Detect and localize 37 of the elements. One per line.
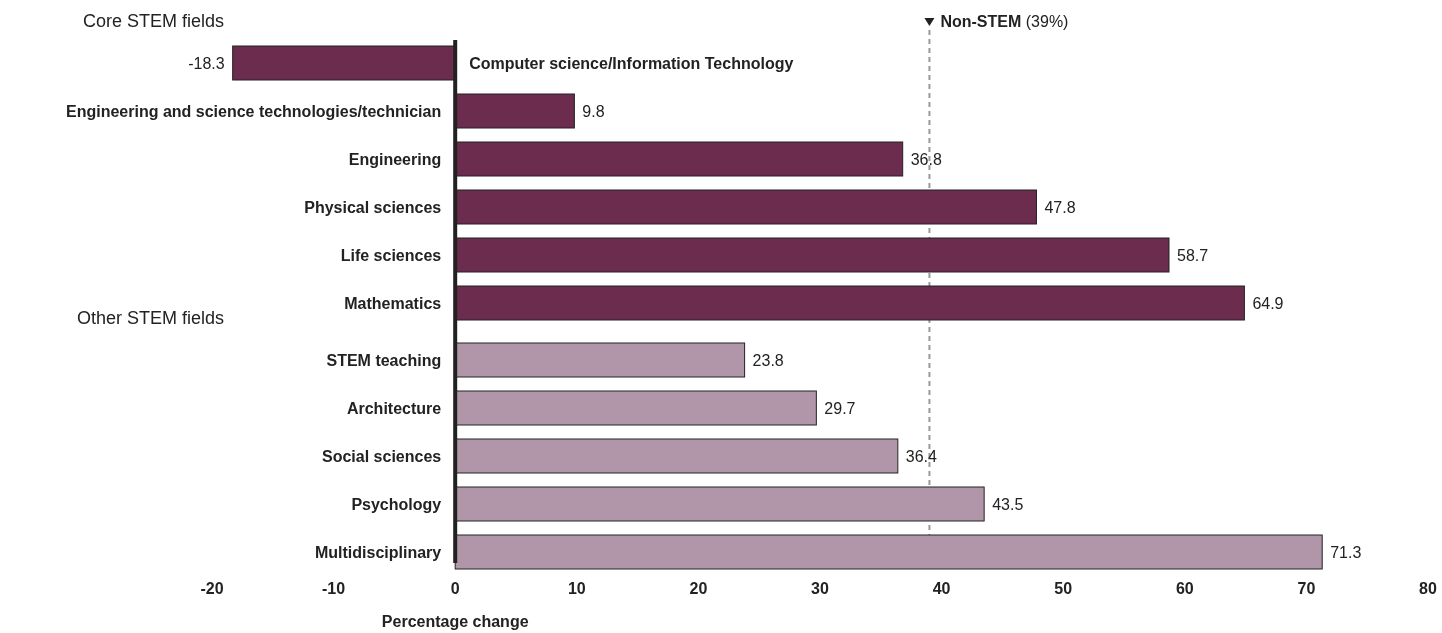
y-tick-label: Social sciences [322,448,442,465]
y-tick-label: Engineering [348,151,442,168]
x-tick-label: -20 [200,580,224,597]
x-tick-label: 30 [811,580,829,597]
y-tick-label: Engineering and science technologies/technician [66,103,442,120]
y-tick-label: Psychology [351,496,442,513]
data-label: 29.7 [824,400,856,417]
x-tick-label: 70 [1297,580,1316,597]
ref-line-label: Non-STEM (39%) [940,13,1069,30]
x-tick-label: -10 [322,580,346,597]
y-tick-label: Architecture [346,400,442,417]
y-tick-label: Computer science/Information Technology [469,55,794,72]
x-tick-label: 20 [689,580,708,597]
y-tick-label: Physical sciences [304,199,442,216]
data-label: 64.9 [1252,295,1284,312]
data-label: 58.7 [1176,247,1209,264]
data-label: -18.3 [188,55,225,72]
data-label: 36.8 [910,151,942,168]
x-tick-label: 40 [932,580,951,597]
data-label: 23.8 [752,352,784,369]
annotation: Other STEM fields [76,308,224,328]
x-tick-label: 0 [450,580,460,597]
x-tick-label: 10 [567,580,586,597]
data-label: 43.5 [992,496,1024,513]
data-label: 9.8 [582,103,605,120]
y-tick-label: Multidisciplinary [314,544,442,561]
text: Core STEM fields [82,11,224,31]
x-axis-title: Percentage change [381,613,529,630]
x-tick-label: 80 [1419,580,1437,597]
x-tick-label: 50 [1054,580,1073,597]
data-label: 47.8 [1044,199,1076,216]
y-tick-label: STEM teaching [326,352,442,369]
y-tick-label: Mathematics [344,295,442,312]
y-tick-label: Life sciences [340,247,442,264]
data-label: 36.4 [905,448,938,465]
x-tick-label: 60 [1175,580,1194,597]
data-label: 71.3 [1330,544,1362,561]
